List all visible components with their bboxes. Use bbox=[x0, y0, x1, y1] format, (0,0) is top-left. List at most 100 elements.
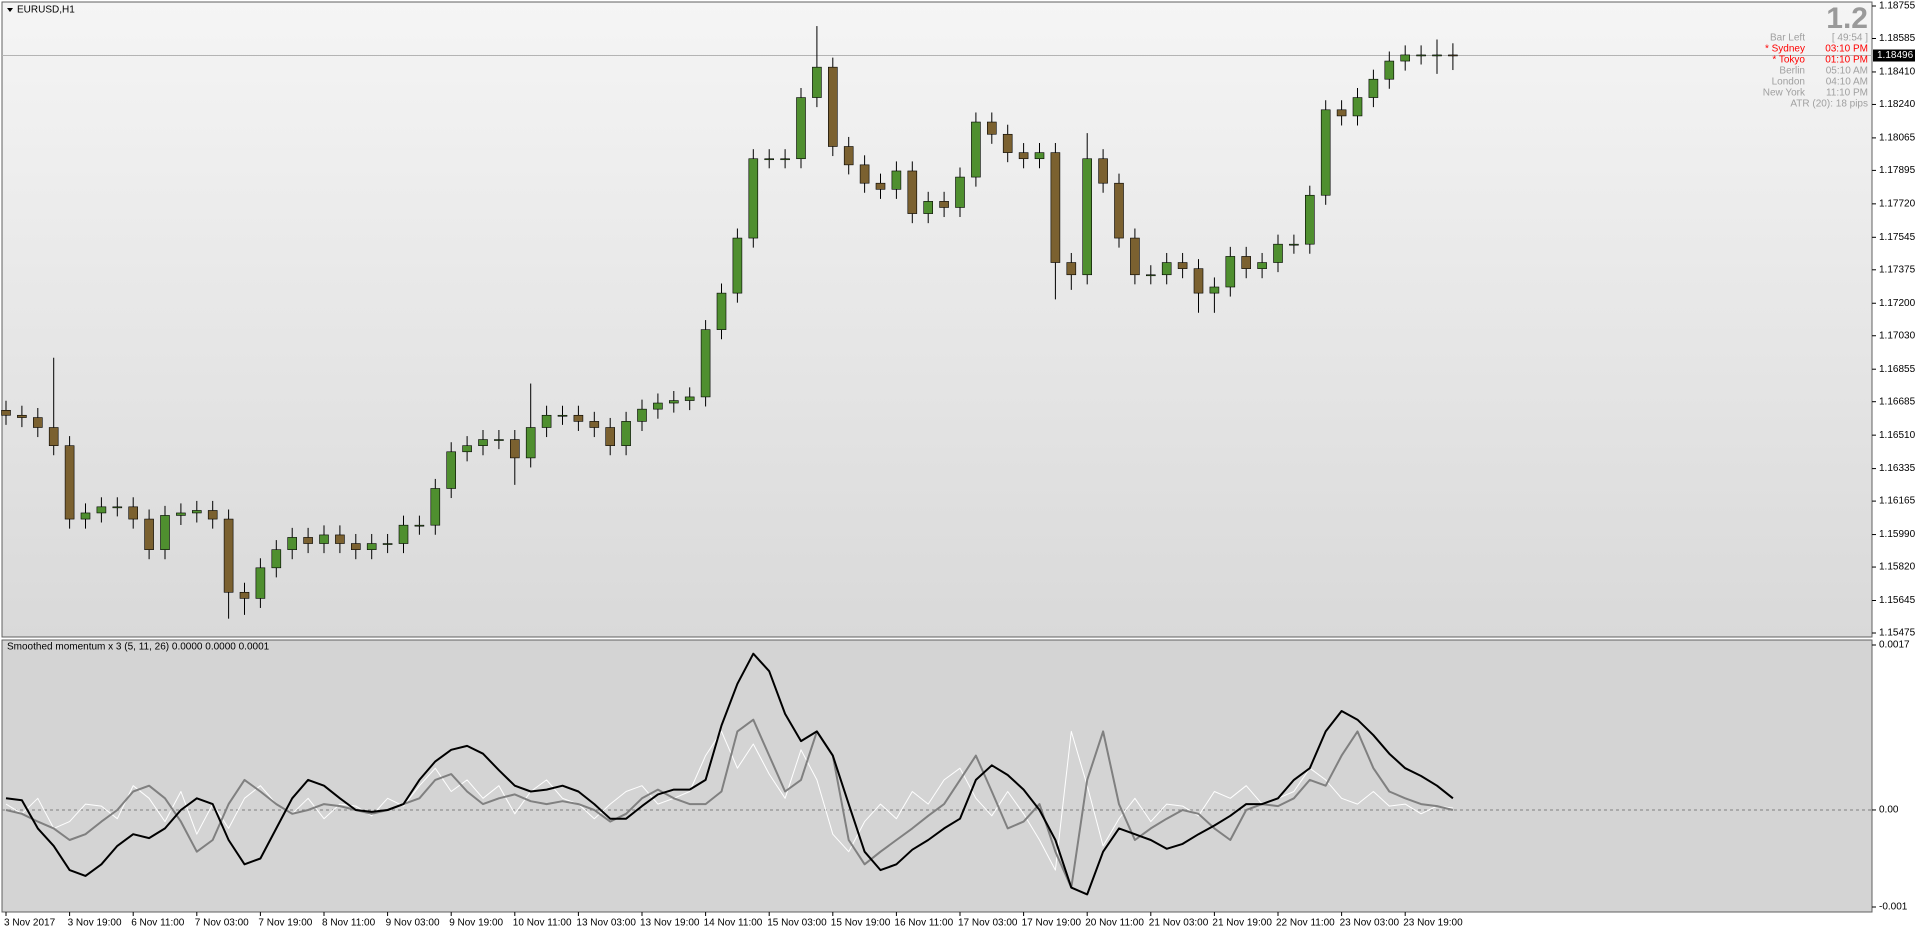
x-tick-label: 21 Nov 03:00 bbox=[1149, 918, 1209, 929]
candle-body bbox=[637, 408, 647, 422]
candle-body bbox=[1289, 243, 1299, 246]
info-label: London bbox=[1772, 77, 1805, 88]
current-price-label: 1.18496 bbox=[1877, 50, 1914, 61]
y-tick-label: 1.16335 bbox=[1879, 463, 1916, 474]
x-tick-label: 22 Nov 11:00 bbox=[1276, 918, 1335, 929]
candle-body bbox=[382, 543, 393, 545]
x-tick-label: 13 Nov 03:00 bbox=[576, 918, 636, 929]
y-tick-label: 1.18410 bbox=[1879, 67, 1916, 78]
candle-body bbox=[112, 506, 123, 509]
candle-body bbox=[1002, 133, 1013, 153]
x-tick-label: 13 Nov 19:00 bbox=[640, 918, 700, 929]
candle-body bbox=[1225, 256, 1236, 288]
y-tick-label: 1.16855 bbox=[1879, 364, 1916, 375]
y-tick-label: 1.15645 bbox=[1879, 595, 1916, 606]
atr-text: ATR (20): 18 pips bbox=[1790, 99, 1868, 110]
x-tick-label: 9 Nov 03:00 bbox=[386, 918, 440, 929]
indicator-panel bbox=[1, 639, 1873, 913]
indicator-title: Smoothed momentum x 3 (5, 11, 26) 0.0000… bbox=[7, 642, 270, 653]
big-value: 1.2 bbox=[1826, 2, 1868, 35]
x-tick-label: 15 Nov 19:00 bbox=[831, 918, 891, 929]
candle-body bbox=[192, 510, 202, 514]
y-tick-label: 1.18755 bbox=[1879, 1, 1916, 12]
candle-body bbox=[939, 201, 949, 208]
x-tick-label: 10 Nov 11:00 bbox=[513, 918, 572, 929]
candle-body bbox=[366, 543, 377, 550]
candle-body bbox=[319, 534, 329, 544]
candle-body bbox=[1050, 152, 1061, 263]
candle-body bbox=[64, 445, 75, 520]
candle-body bbox=[668, 400, 679, 404]
candle-body bbox=[1114, 182, 1124, 239]
candle-body bbox=[589, 421, 600, 428]
candle-body bbox=[573, 414, 584, 422]
candle-body bbox=[17, 414, 27, 418]
info-label: New York bbox=[1763, 88, 1806, 99]
y-tick-label: 1.16510 bbox=[1879, 430, 1916, 441]
y-tick-label: 1.17895 bbox=[1879, 165, 1916, 176]
x-tick-label: 23 Nov 19:00 bbox=[1403, 918, 1463, 929]
candle-body bbox=[1, 410, 11, 416]
candle-body bbox=[732, 237, 743, 294]
x-tick-label: 15 Nov 03:00 bbox=[767, 918, 827, 929]
x-tick-label: 17 Nov 19:00 bbox=[1022, 918, 1082, 929]
symbol-menu-arrow[interactable] bbox=[7, 8, 13, 12]
info-label: Berlin bbox=[1779, 66, 1805, 77]
y-tick-label: 1.17375 bbox=[1879, 264, 1916, 275]
candle-body bbox=[891, 170, 902, 190]
momentum-line bbox=[5, 652, 1454, 896]
candle-body bbox=[796, 97, 806, 160]
info-value: 11:10 PM bbox=[1826, 88, 1868, 99]
candle-body bbox=[1352, 97, 1363, 117]
candle-body bbox=[271, 549, 282, 569]
x-tick-label: 23 Nov 03:00 bbox=[1340, 918, 1400, 929]
candle-body bbox=[446, 451, 457, 489]
candle-body bbox=[1146, 274, 1156, 277]
candle-body bbox=[653, 402, 663, 410]
x-tick-label: 14 Nov 11:00 bbox=[704, 918, 763, 929]
candle-body bbox=[1273, 243, 1283, 263]
candle-body bbox=[414, 524, 425, 527]
x-tick-label: 3 Nov 19:00 bbox=[68, 918, 122, 929]
candle-body bbox=[923, 201, 934, 214]
x-tick-label: 9 Nov 19:00 bbox=[449, 918, 503, 929]
candle-body bbox=[144, 518, 154, 550]
candle-body bbox=[1368, 78, 1379, 98]
candle-body bbox=[398, 524, 409, 544]
info-label: Bar Left bbox=[1770, 33, 1805, 44]
candle-body bbox=[1432, 54, 1442, 57]
candle-body bbox=[1448, 54, 1458, 57]
candle-body bbox=[1034, 152, 1045, 160]
info-value: 03:10 PM bbox=[1825, 44, 1868, 55]
info-label: * Tokyo bbox=[1772, 55, 1805, 66]
candle-body bbox=[684, 396, 695, 401]
candle-body bbox=[335, 534, 345, 544]
candle-body bbox=[1177, 262, 1188, 269]
candle-body bbox=[1082, 158, 1092, 276]
x-tick-label: 16 Nov 11:00 bbox=[894, 918, 953, 929]
candle-body bbox=[907, 170, 918, 214]
candle-body bbox=[1241, 256, 1251, 269]
candle-body bbox=[303, 537, 313, 544]
y-tick-label: 1.16685 bbox=[1879, 396, 1916, 407]
info-value: 05:10 AM bbox=[1826, 66, 1868, 77]
y-tick-label: 1.17545 bbox=[1879, 232, 1916, 243]
candle-body bbox=[255, 567, 266, 599]
candle-body bbox=[1098, 158, 1108, 184]
candle-body bbox=[812, 66, 822, 98]
candle-body bbox=[827, 66, 838, 147]
candle-body bbox=[875, 182, 886, 190]
candle-body bbox=[1130, 237, 1140, 276]
candle-body bbox=[223, 518, 234, 593]
y-tick-label: 1.16165 bbox=[1879, 496, 1916, 507]
candle-body bbox=[557, 414, 568, 417]
candle-body bbox=[971, 121, 981, 178]
candle-body bbox=[1193, 268, 1204, 294]
main-title: EURUSD,H1 bbox=[17, 5, 75, 16]
y-tick-label: 1.15990 bbox=[1879, 529, 1916, 540]
candle-body bbox=[541, 414, 552, 428]
candle-body bbox=[700, 329, 711, 398]
candle-body bbox=[48, 427, 59, 446]
candle-body bbox=[350, 543, 361, 550]
